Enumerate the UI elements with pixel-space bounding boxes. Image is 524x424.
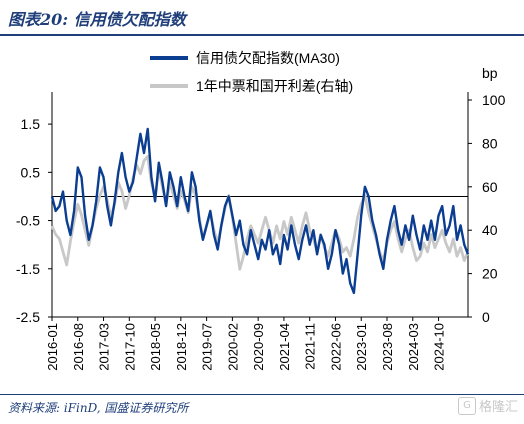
- x-tick-label: 2019-07: [200, 323, 215, 371]
- x-tick-label: 2020-09: [251, 323, 266, 371]
- chart-area: 1.5 0.5 -0.5 -1.5 -2.5 100 80 60 40 20 0 bp 2016-01 2…: [0, 40, 524, 392]
- line-chart: 1.5 0.5 -0.5 -1.5 -2.5 100 80 60 40 20 0 bp 2016-01 2…: [16, 50, 506, 371]
- watermark-logo-icon: G: [457, 396, 476, 415]
- left-tick-label: 1.5: [21, 116, 41, 132]
- right-tick-label: 80: [482, 135, 498, 151]
- x-tick-label: 2021-04: [277, 323, 292, 371]
- x-tick-label: 2020-02: [225, 323, 240, 371]
- watermark-text: 格隆汇: [478, 400, 518, 415]
- title-divider: [0, 34, 524, 36]
- right-tick-label: 0: [482, 309, 490, 325]
- left-tick-label: -1.5: [16, 261, 40, 277]
- left-tick-label: -2.5: [16, 309, 40, 325]
- x-tick-label: 2017-10: [122, 323, 137, 371]
- x-tick-label: 2017-03: [97, 323, 112, 371]
- source-note: 资料来源: iFinD, 国盛证券研究所: [8, 401, 189, 415]
- series-line-index: [50, 127, 470, 295]
- x-tick-label: 2023-08: [380, 323, 395, 371]
- x-tick-label: 2016-08: [71, 323, 86, 371]
- x-tick-label: 2023-01: [354, 323, 369, 371]
- left-tick-label: -0.5: [16, 213, 40, 229]
- right-axis-unit: bp: [482, 65, 498, 81]
- left-tick-label: 0.5: [21, 164, 41, 180]
- series-line-spread: [50, 155, 470, 271]
- x-tick-label: 2021-11: [303, 323, 318, 370]
- x-tick-label: 2018-05: [148, 323, 163, 371]
- x-tick-label: 2024-03: [406, 323, 421, 371]
- x-tick-label: 2024-10: [432, 323, 447, 371]
- right-tick-label: 40: [482, 222, 498, 238]
- x-tick-label: 2016-01: [45, 323, 60, 371]
- right-tick-label: 20: [482, 266, 498, 282]
- watermark: G 格隆汇: [457, 396, 518, 415]
- legend-label: 1年中票和国开利差(右轴): [196, 78, 353, 94]
- right-tick-label: 60: [482, 179, 498, 195]
- figure-header: 图表20: 信用债欠配指数: [0, 0, 524, 36]
- footer-divider: [0, 394, 524, 395]
- legend-label: 信用债欠配指数(MA30): [196, 50, 340, 66]
- figure-title: 图表20: 信用债欠配指数: [8, 10, 186, 29]
- x-tick-label: 2022-06: [328, 323, 343, 371]
- right-tick-label: 100: [482, 92, 506, 108]
- x-tick-label: 2018-12: [174, 323, 189, 371]
